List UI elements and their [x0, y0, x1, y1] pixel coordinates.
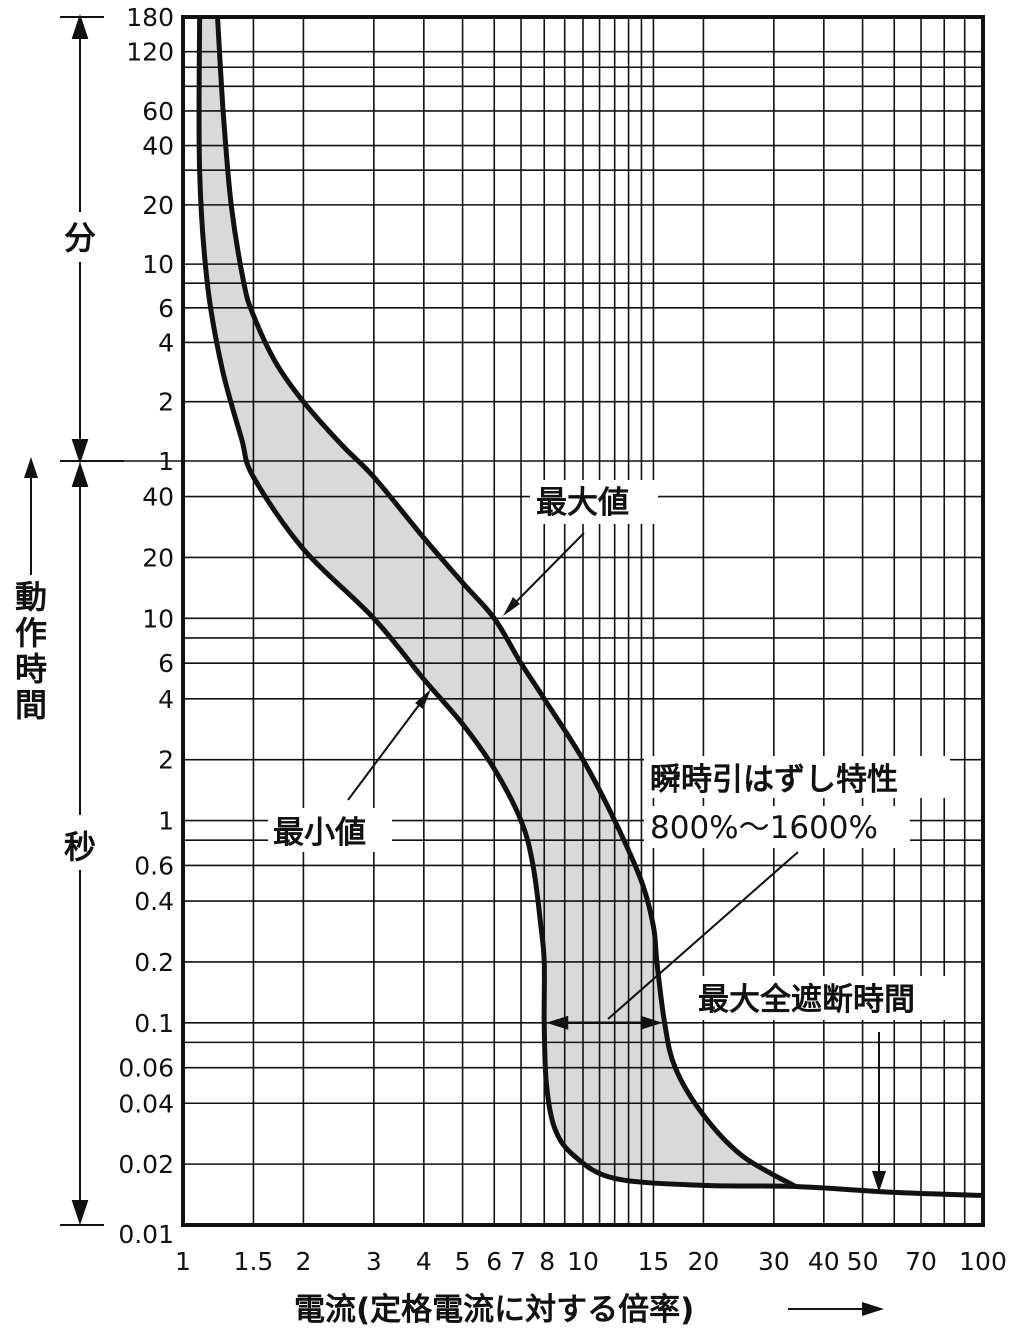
- x-tick-label: 7: [510, 1247, 526, 1276]
- y-axis-label: 動作時間: [15, 578, 47, 724]
- x-tick-label: 2: [295, 1247, 311, 1276]
- x-tick-label: 4: [416, 1247, 432, 1276]
- unit-minutes: 分: [64, 219, 96, 257]
- x-tick-label: 6: [486, 1247, 502, 1276]
- min-value-label: 最小値: [273, 815, 366, 851]
- y-tick-label-seconds: 10: [142, 604, 174, 633]
- y-tick-label-seconds: 20: [142, 543, 174, 572]
- y-tick-label-seconds: 0.4: [134, 887, 174, 916]
- y-tick-label-seconds: 2: [158, 746, 174, 775]
- y-tick-label-minutes: 10: [142, 250, 174, 279]
- range-arrow-right-head: [640, 1015, 663, 1030]
- x-tick-label: 1: [175, 1247, 191, 1276]
- x-tick-label: 40: [808, 1247, 840, 1276]
- y-tick-label-minutes: 1: [158, 447, 174, 476]
- range-arrow-left-head: [546, 1015, 569, 1030]
- instant-trip-title: 瞬時引はずし特性: [650, 762, 898, 798]
- plot-frame: [181, 15, 985, 1227]
- y-tick-label-minutes: 60: [142, 97, 174, 126]
- y-tick-label-minutes: 120: [126, 38, 174, 67]
- max-value-curve: [215, 16, 797, 1189]
- x-tick-label: 1.5: [234, 1247, 274, 1276]
- y-tick-label-minutes: 6: [158, 294, 174, 323]
- annotations: 最大値 最小値 瞬時引はずし特性 800%〜1600% 最大全遮断時間: [268, 480, 962, 1192]
- x-tick-label: 3: [366, 1247, 382, 1276]
- y-tick-label-minutes: 2: [158, 388, 174, 417]
- second-range-indicator: [60, 461, 104, 1226]
- x-tick-labels: 1 1.5 2 3 4 5 6 7 8 10 15 20 30 40 50 70 100: [175, 1247, 1007, 1276]
- x-tick-label: 20: [688, 1247, 720, 1276]
- max-break-time-label: 最大全遮断時間: [698, 982, 915, 1018]
- y-tick-label-seconds: 0.06: [118, 1054, 174, 1083]
- y-tick-label-seconds: 0.1: [134, 1009, 174, 1038]
- x-tick-label: 70: [905, 1247, 937, 1276]
- x-tick-label: 50: [847, 1247, 879, 1276]
- instant-range-arrow: [546, 1015, 663, 1030]
- x-tick-label: 10: [567, 1247, 599, 1276]
- x-axis-label: 電流(定格電流に対する倍率): [294, 1292, 694, 1328]
- y-tick-label-seconds: 4: [158, 685, 174, 714]
- y-tick-labels: 180 120 60 40 20 10 6 4 2 1 40 20 10 6 4 2 1 0.6 0.4 0.2 0.1…: [118, 3, 174, 1249]
- y-tick-label-minutes: 4: [158, 328, 174, 357]
- y-tick-label-minutes: 40: [142, 132, 174, 161]
- y-axis-label-group: 動作時間: [15, 457, 47, 724]
- x-tick-label: 100: [959, 1247, 1007, 1276]
- unit-seconds: 秒: [64, 828, 96, 866]
- y-tick-label-seconds: 40: [142, 483, 174, 512]
- y-tick-label-seconds: 0.02: [118, 1150, 174, 1179]
- min-value-curve: [196, 16, 984, 1198]
- x-tick-label: 5: [455, 1247, 471, 1276]
- curves: [196, 16, 984, 1198]
- x-axis-arrow: [788, 1302, 884, 1316]
- x-tick-label: 15: [638, 1247, 670, 1276]
- y-tick-label-seconds: 1: [158, 807, 174, 836]
- x-tick-label: 30: [758, 1247, 790, 1276]
- instant-trip-range: 800%〜1600%: [650, 810, 878, 846]
- y-tick-label-seconds: 0.01: [118, 1220, 174, 1249]
- max-value-label: 最大値: [536, 485, 629, 521]
- y-tick-label-seconds: 0.04: [118, 1089, 174, 1118]
- y-tick-label-minutes: 20: [142, 191, 174, 220]
- y-tick-label-seconds: 0.2: [134, 948, 174, 977]
- minute-range-indicator: [60, 13, 124, 465]
- y-tick-label-minutes: 180: [126, 3, 174, 32]
- y-tick-label-seconds: 0.6: [134, 851, 174, 880]
- y-tick-label-seconds: 6: [158, 649, 174, 678]
- x-tick-label: 8: [539, 1247, 555, 1276]
